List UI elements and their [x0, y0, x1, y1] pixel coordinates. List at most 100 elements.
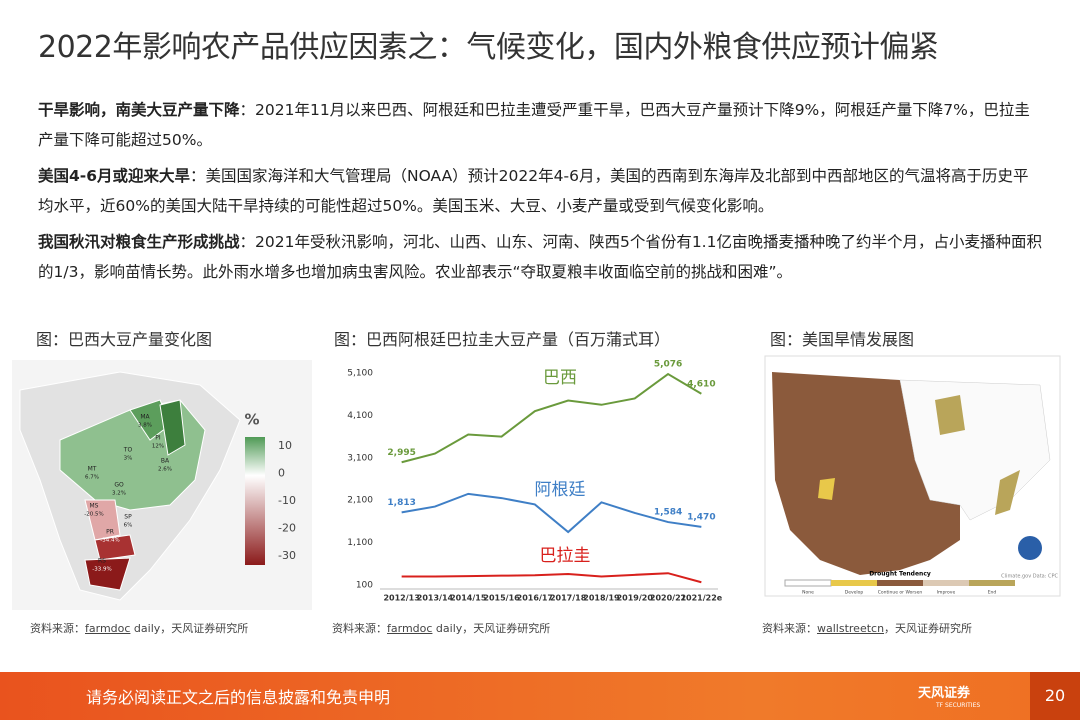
state-pr	[94, 534, 136, 561]
x-tick-label: 2021/22e	[680, 594, 722, 603]
state-label: 6.7%	[85, 475, 99, 481]
source-prefix: 资料来源：	[762, 622, 817, 635]
source-suffix: daily，天风证券研究所	[432, 622, 551, 635]
source: 资料来源：wallstreetcn，天风证券研究所	[762, 620, 972, 636]
state-rs	[84, 557, 131, 591]
legend-item: Develop	[845, 590, 864, 596]
caption: 图：巴西阿根廷巴拉圭大豆产量（百万蒲式耳）	[334, 330, 671, 349]
y-tick-label: 3,100	[347, 453, 373, 463]
paragraph: 干旱影响，南美大豆产量下降：2021年11月以来巴西、阿根廷和巴拉圭遭受严重干旱…	[38, 95, 1043, 155]
source: 资料来源：farmdoc daily，天风证券研究所	[332, 620, 550, 636]
state-abbr: RS	[98, 558, 106, 565]
legend-bar	[245, 437, 265, 565]
source-suffix: ，天风证券研究所	[884, 622, 973, 635]
state-label: 2.6%	[158, 467, 172, 473]
y-tick-label: 5,100	[347, 369, 373, 379]
x-tick-label: 2013/14	[417, 594, 454, 603]
legend-swatch	[877, 580, 923, 586]
legend-swatch	[969, 580, 1015, 586]
legend-item: Continue or Worsen	[878, 590, 923, 596]
series-line	[401, 572, 702, 584]
paragraph: 美国4-6月或迎来大旱：美国国家海洋和大气管理局（NOAA）预计2022年4-6…	[38, 161, 1043, 221]
data-label: 1,813	[387, 498, 415, 508]
series-line	[401, 492, 702, 534]
legend-item: None	[802, 590, 814, 596]
logo-en: TF SECURITIES	[936, 702, 981, 709]
disclaimer: 请务必阅读正文之后的信息披露和免责申明	[86, 688, 391, 707]
state-abbr: SP	[124, 514, 132, 521]
data-label: 1,470	[687, 512, 715, 522]
end-area	[935, 395, 965, 435]
y-tick-label: 100	[356, 581, 373, 591]
legend-tick: 10	[278, 439, 292, 452]
series-name: 巴西	[543, 368, 577, 388]
state-abbr: PR	[106, 529, 114, 536]
x-tick-label: 2020/21	[650, 594, 687, 603]
y-tick-label: 2,100	[347, 496, 373, 506]
state-abbr: MT	[88, 466, 97, 473]
credit: Climate.gov Data: CPC	[1001, 574, 1058, 580]
x-tick-label: 2014/15	[450, 594, 487, 603]
x-tick-label: 2016/17	[517, 594, 553, 603]
data-label: 5,076	[654, 360, 682, 370]
x-tick-label: 2015/16	[483, 594, 520, 603]
x-tick-label: 2018/19	[583, 594, 620, 603]
legend-title: Drought Tendency	[869, 571, 931, 578]
state-abbr: GO	[114, 482, 124, 489]
state-abbr: PI	[155, 435, 161, 442]
paragraph: 我国秋汛对粮食生产形成挑战：2021年受秋汛影响，河北、山西、山东、河南、陕西5…	[38, 227, 1043, 287]
state-label: 3.2%	[112, 491, 126, 497]
state-label: -33.9%	[92, 567, 111, 573]
state-label: -34.4%	[100, 538, 119, 544]
caption: 图：美国旱情发展图	[770, 330, 915, 349]
state-abbr: BA	[161, 458, 170, 465]
legend-swatch	[831, 580, 877, 586]
slide-title: 2022年影响农产品供应因素之：气候变化，国内外粮食供应预计偏紧	[38, 30, 939, 65]
x-tick-label: 2019/20	[617, 594, 654, 603]
series-line	[401, 372, 702, 464]
series-name: 阿根廷	[535, 480, 586, 500]
series-name: 巴拉圭	[540, 546, 591, 566]
state-label: 12%	[152, 444, 164, 450]
text: ：2021年受秋汛影响，河北、山西、山东、河南、陕西5个省份有1.1亿亩晚播麦播…	[38, 233, 1042, 281]
state-label: 3%	[124, 456, 133, 462]
legend-tick: -20	[278, 522, 296, 535]
page-number: 20	[1030, 672, 1080, 720]
end-area	[995, 470, 1020, 515]
legend-item: End	[988, 590, 997, 596]
state-label: 6%	[124, 523, 133, 529]
y-tick-label: 1,100	[347, 538, 373, 548]
data-label: 2,995	[387, 448, 415, 458]
state-label: -20.5%	[84, 512, 103, 518]
legend-title: %	[244, 411, 259, 429]
footer: 请务必阅读正文之后的信息披露和免责申明 天风证券 TF SECURITIES 2…	[0, 672, 1080, 720]
source-prefix: 资料来源：	[332, 622, 387, 635]
state-abbr: TO	[123, 447, 133, 454]
develop-area	[818, 478, 835, 500]
legend-tick: 0	[278, 467, 285, 480]
figures: MA 3.8%PI 12% TO 3% BA 2.6% MT 6.7% GO 3.2% MS -20.5…	[12, 355, 1061, 610]
x-tick-label: 2017/18	[550, 594, 587, 603]
data-label: 4,610	[687, 379, 715, 389]
legend-tick: -10	[278, 494, 296, 507]
source-link: farmdoc	[387, 622, 433, 635]
caption: 图：巴西大豆产量变化图	[36, 330, 213, 349]
source: 资料来源：farmdoc daily，天风证券研究所	[30, 620, 248, 636]
drought-area	[772, 372, 960, 575]
text: ：2021年11月以来巴西、阿根廷和巴拉圭遭受严重干旱，巴西大豆产量预计下降9%…	[38, 101, 1030, 149]
state-pi	[159, 399, 186, 456]
legend-swatch	[784, 579, 832, 587]
y-tick-label: 4,100	[347, 411, 373, 421]
legend-item: Improve	[937, 590, 956, 596]
source-prefix: 资料来源：	[30, 622, 85, 635]
x-tick-label: 2012/13	[383, 594, 419, 603]
lead: 干旱影响，南美大豆产量下降	[38, 101, 240, 119]
state-label: 3.8%	[138, 423, 152, 429]
lead: 美国4-6月或迎来大旱	[38, 167, 191, 185]
data-label: 1,584	[654, 508, 682, 518]
text: ：美国国家海洋和大气管理局（NOAA）预计2022年4-6月，美国的西南到东海岸…	[38, 167, 1029, 215]
state-abbr: MS	[90, 503, 99, 510]
source-link: farmdoc	[85, 622, 131, 635]
lead: 我国秋汛对粮食生产形成挑战	[38, 233, 240, 251]
